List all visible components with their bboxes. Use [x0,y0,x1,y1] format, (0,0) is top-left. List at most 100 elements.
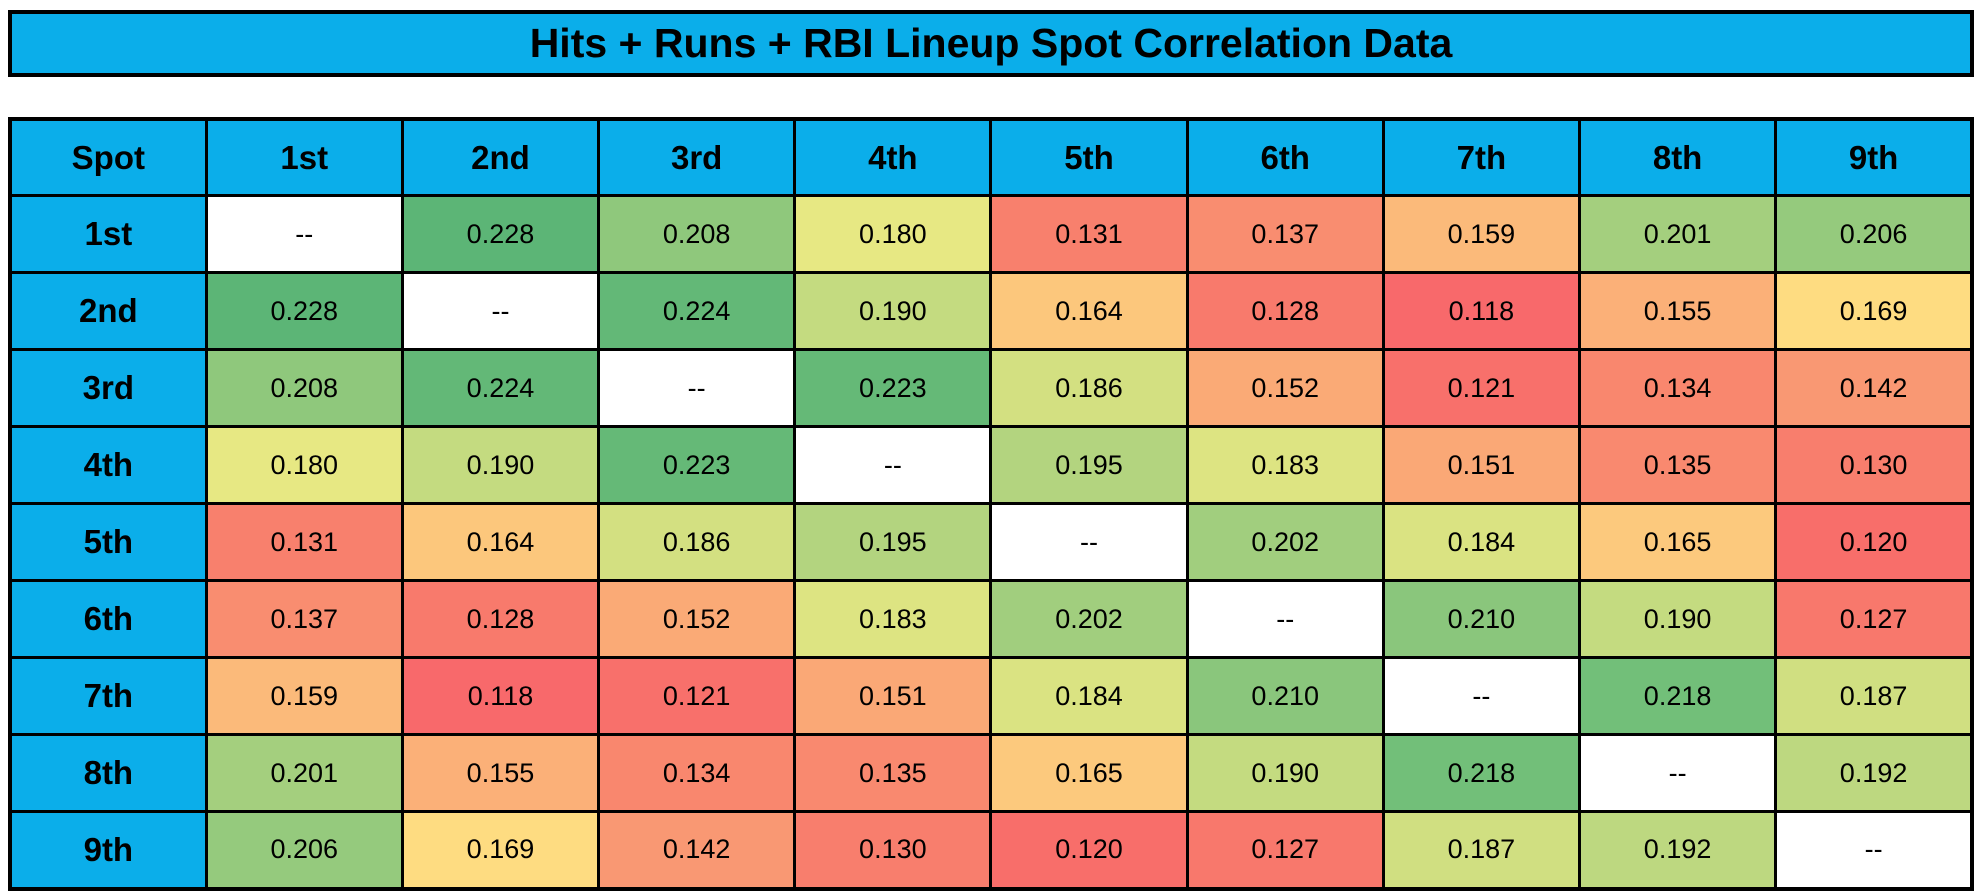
cell-8th-5th: 0.165 [989,733,1189,813]
cell-3rd-4th: 0.223 [793,348,993,428]
row-header-4th: 4th [8,425,208,505]
cell-6th-9th: 0.127 [1774,579,1974,659]
cell-8th-1st: 0.201 [204,733,404,813]
row-header-2nd: 2nd [8,271,208,351]
row-header-1st: 1st [8,194,208,274]
column-header-8th: 8th [1577,117,1778,197]
column-header-5th: 5th [989,117,1189,197]
cell-2nd-3rd: 0.224 [597,271,797,351]
cell-6th-7th: 0.210 [1381,579,1582,659]
cell-6th-1st: 0.137 [204,579,404,659]
diagonal-cell-9th: -- [1774,810,1974,890]
matrix-row-9th: 9th 0.206 0.169 0.142 0.130 0.120 0.127 0.187 0.… [8,810,1974,890]
diagonal-cell-8th: -- [1577,733,1778,813]
cell-6th-8th: 0.190 [1577,579,1778,659]
cell-6th-2nd: 0.128 [400,579,601,659]
page-title: Hits + Runs + RBI Lineup Spot Correlatio… [8,10,1974,77]
row-header-3rd: 3rd [8,348,208,428]
matrix-row-8th: 8th 0.201 0.155 0.134 0.135 0.165 0.190 0.218 --… [8,733,1974,813]
cell-7th-4th: 0.151 [793,656,993,736]
cell-2nd-8th: 0.155 [1577,271,1778,351]
row-header-8th: 8th [8,733,208,813]
column-header-2nd: 2nd [400,117,601,197]
cell-6th-5th: 0.202 [989,579,1189,659]
cell-7th-8th: 0.218 [1577,656,1778,736]
row-header-7th: 7th [8,656,208,736]
diagonal-cell-4th: -- [793,425,993,505]
cell-5th-7th: 0.184 [1381,502,1582,582]
cell-2nd-9th: 0.169 [1774,271,1974,351]
matrix-row-7th: 7th 0.159 0.118 0.121 0.151 0.184 0.210 -- 0.218… [8,656,1974,736]
matrix-row-1st: 1st -- 0.228 0.208 0.180 0.131 0.137 0.159 0.201… [8,194,1974,274]
cell-2nd-4th: 0.190 [793,271,993,351]
cell-1st-8th: 0.201 [1577,194,1778,274]
cell-4th-8th: 0.135 [1577,425,1778,505]
diagonal-cell-1st: -- [204,194,404,274]
cell-2nd-7th: 0.118 [1381,271,1582,351]
cell-7th-1st: 0.159 [204,656,404,736]
cell-5th-4th: 0.195 [793,502,993,582]
cell-3rd-7th: 0.121 [1381,348,1582,428]
column-header-1st: 1st [204,117,404,197]
cell-5th-8th: 0.165 [1577,502,1778,582]
cell-3rd-9th: 0.142 [1774,348,1974,428]
cell-5th-9th: 0.120 [1774,502,1974,582]
cell-1st-2nd: 0.228 [400,194,601,274]
cell-2nd-5th: 0.164 [989,271,1189,351]
matrix-row-5th: 5th 0.131 0.164 0.186 0.195 -- 0.202 0.184 0.165… [8,502,1974,582]
cell-7th-6th: 0.210 [1185,656,1385,736]
cell-8th-4th: 0.135 [793,733,993,813]
cell-3rd-1st: 0.208 [204,348,404,428]
cell-1st-7th: 0.159 [1381,194,1582,274]
cell-9th-2nd: 0.169 [400,810,601,890]
matrix-header-row: Spot 1st 2nd 3rd 4th 5th 6th 7th 8th 9th [8,117,1974,197]
cell-3rd-6th: 0.152 [1185,348,1385,428]
cell-2nd-1st: 0.228 [204,271,404,351]
cell-9th-4th: 0.130 [793,810,993,890]
cell-1st-4th: 0.180 [793,194,993,274]
column-header-4th: 4th [793,117,993,197]
cell-5th-2nd: 0.164 [400,502,601,582]
cell-5th-6th: 0.202 [1185,502,1385,582]
cell-6th-3rd: 0.152 [597,579,797,659]
cell-4th-5th: 0.195 [989,425,1189,505]
row-header-6th: 6th [8,579,208,659]
cell-8th-9th: 0.192 [1774,733,1974,813]
cell-8th-3rd: 0.134 [597,733,797,813]
cell-4th-1st: 0.180 [204,425,404,505]
cell-9th-7th: 0.187 [1381,810,1582,890]
cell-4th-7th: 0.151 [1381,425,1582,505]
cell-8th-6th: 0.190 [1185,733,1385,813]
cell-3rd-2nd: 0.224 [400,348,601,428]
cell-6th-4th: 0.183 [793,579,993,659]
correlation-matrix-table: Spot 1st 2nd 3rd 4th 5th 6th 7th 8th 9th 1st -- 0.2… [8,117,1974,891]
column-header-9th: 9th [1774,117,1974,197]
row-header-5th: 5th [8,502,208,582]
cell-9th-8th: 0.192 [1577,810,1778,890]
cell-8th-7th: 0.218 [1381,733,1582,813]
diagonal-cell-2nd: -- [400,271,601,351]
matrix-row-6th: 6th 0.137 0.128 0.152 0.183 0.202 -- 0.210 0.190… [8,579,1974,659]
matrix-row-2nd: 2nd 0.228 -- 0.224 0.190 0.164 0.128 0.118 0.155… [8,271,1974,351]
diagonal-cell-7th: -- [1381,656,1582,736]
cell-4th-2nd: 0.190 [400,425,601,505]
diagonal-cell-3rd: -- [597,348,797,428]
cell-8th-2nd: 0.155 [400,733,601,813]
cell-5th-1st: 0.131 [204,502,404,582]
cell-9th-5th: 0.120 [989,810,1189,890]
cell-7th-5th: 0.184 [989,656,1189,736]
cell-9th-6th: 0.127 [1185,810,1385,890]
matrix-row-4th: 4th 0.180 0.190 0.223 -- 0.195 0.183 0.151 0.135… [8,425,1974,505]
cell-3rd-8th: 0.134 [1577,348,1778,428]
diagonal-cell-5th: -- [989,502,1189,582]
cell-9th-1st: 0.206 [204,810,404,890]
column-header-6th: 6th [1185,117,1385,197]
cell-1st-5th: 0.131 [989,194,1189,274]
cell-2nd-6th: 0.128 [1185,271,1385,351]
cell-9th-3rd: 0.142 [597,810,797,890]
cell-4th-3rd: 0.223 [597,425,797,505]
corner-header-spot: Spot [8,117,208,197]
cell-7th-2nd: 0.118 [400,656,601,736]
cell-1st-9th: 0.206 [1774,194,1974,274]
